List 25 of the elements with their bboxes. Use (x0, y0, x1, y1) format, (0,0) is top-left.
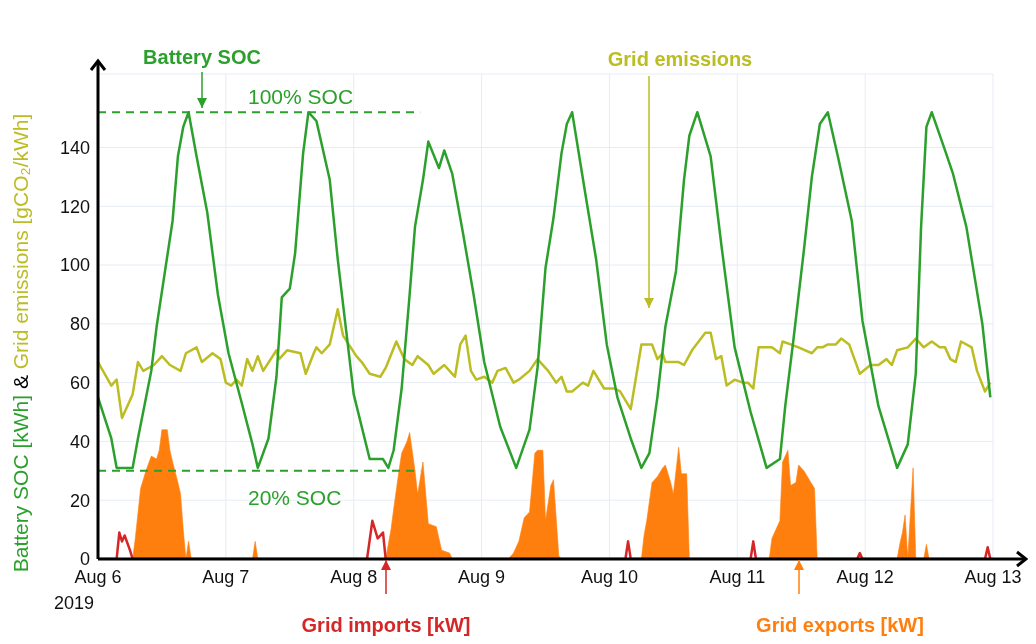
x-tick-label: Aug 11 (709, 567, 766, 587)
line-series (98, 307, 992, 420)
text: Grid exports [kW] (756, 614, 924, 636)
y-axis-title: Battery SOC [kWh] & Grid emissions [gCO₂/kWh] (9, 113, 32, 573)
ref-line-label: 100% SOC (248, 85, 354, 109)
text: Grid emissions (607, 48, 753, 70)
y-tick-label: 60 (69, 373, 90, 394)
y-tick-label: 20 (69, 490, 90, 511)
y-tick-label: 40 (69, 431, 90, 452)
y-tick-label: 0 (79, 549, 90, 570)
y-tick-label: 80 (69, 314, 90, 335)
text: Grid imports [kW] (301, 614, 471, 636)
x-tick-label: Aug 9 (458, 567, 506, 587)
ref-line-label: 20% SOC (248, 485, 342, 509)
y-tick-label: 120 (59, 196, 90, 217)
x-tick-label: Aug 13 (964, 567, 1022, 587)
x-tick-label: Aug 8 (330, 567, 378, 587)
text: Battery SOC (143, 46, 261, 68)
x-tick-label: Aug 12 (836, 567, 894, 587)
x-tick-label: Aug 7 (202, 567, 250, 587)
y-tick-label: 140 (59, 137, 90, 158)
y-tick-label: 100 (59, 255, 90, 276)
line-series (98, 110, 992, 470)
x-tick-label: Aug 6 2019 (53, 567, 122, 613)
x-tick-label: Aug 10 (580, 567, 638, 587)
